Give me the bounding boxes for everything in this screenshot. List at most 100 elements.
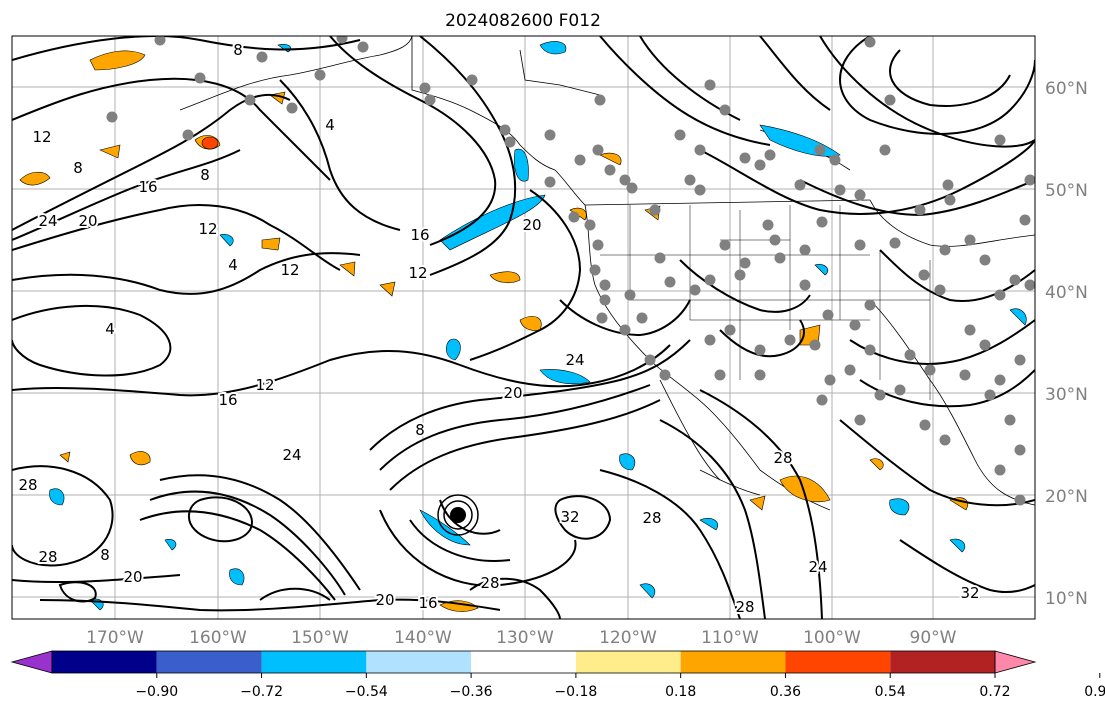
lat-label: 20°N <box>1045 487 1088 507</box>
station-marker <box>336 36 348 44</box>
contour-label: 12 <box>408 264 427 282</box>
colorbar-segment <box>890 651 995 673</box>
station-marker <box>799 279 811 291</box>
lon-label: 130°W <box>496 628 554 648</box>
colorbar-segment <box>785 651 891 673</box>
lat-label: 40°N <box>1045 283 1088 303</box>
station-marker <box>256 51 268 63</box>
station-marker <box>864 299 876 311</box>
lon-label: 100°W <box>803 628 861 648</box>
station-marker <box>599 279 611 291</box>
station-marker <box>979 339 991 351</box>
station-marker <box>596 312 608 324</box>
station-marker <box>1009 274 1021 286</box>
station-marker <box>589 264 601 276</box>
station-marker <box>626 182 638 194</box>
station-marker <box>944 194 956 206</box>
station-marker <box>1024 279 1035 291</box>
station-marker <box>959 369 971 381</box>
contour-label: 20 <box>503 384 522 402</box>
colorbar-tick-label: 0.36 <box>770 684 801 700</box>
contour-label: 28 <box>642 509 661 527</box>
station-marker <box>994 289 1006 301</box>
colorbar-ticks: −0.90 −0.72 −0.54 −0.36 −0.18 0.18 0.36 0.54 0.7… <box>135 673 1105 700</box>
station-marker <box>774 252 786 264</box>
colorbar-tick-label: 0.54 <box>875 684 906 700</box>
station-marker <box>854 239 866 251</box>
station-marker <box>664 276 676 288</box>
station-marker <box>814 144 826 156</box>
station-marker <box>619 174 631 186</box>
contour-label: 4 <box>325 116 335 134</box>
shading-strong-positive <box>201 136 219 150</box>
station-marker <box>918 269 930 281</box>
station-marker <box>544 129 556 141</box>
station-marker <box>599 294 611 306</box>
station-marker <box>754 159 766 171</box>
station-marker <box>984 389 996 401</box>
contour-label: 32 <box>960 584 979 602</box>
station-marker <box>719 239 731 251</box>
station-marker <box>1024 174 1035 186</box>
colorbar-segment <box>471 651 576 673</box>
station-marker <box>689 284 701 296</box>
contour-label: 16 <box>138 178 157 196</box>
map-panel: 12 8 24 20 16 12 4 8 4 12 16 20 24 16 12 20 8 4 8 12 8 24 28 32… <box>11 35 1036 620</box>
colorbar-tick-label: −0.72 <box>240 684 283 700</box>
station-marker <box>544 176 556 188</box>
station-marker <box>894 384 906 396</box>
station-marker <box>734 269 746 281</box>
colorbar-tick-label: 0.72 <box>979 684 1010 700</box>
station-marker <box>466 74 478 86</box>
colorbar: −0.90 −0.72 −0.54 −0.36 −0.18 0.18 0.36 0.54 0.7… <box>10 650 1105 700</box>
lon-label: 170°W <box>86 628 144 648</box>
lon-label: 120°W <box>599 628 657 648</box>
station-marker <box>884 94 896 106</box>
station-marker <box>724 324 736 336</box>
contour-label: 28 <box>480 574 499 592</box>
station-marker <box>619 324 631 336</box>
state-borders <box>600 205 931 400</box>
contour-label: 16 <box>410 226 429 244</box>
station-marker <box>504 136 516 148</box>
station-marker <box>854 414 866 426</box>
contour-label: 8 <box>100 546 110 564</box>
station-marker <box>939 244 951 256</box>
station-marker <box>769 234 781 246</box>
colorbar-segment <box>52 651 157 673</box>
station-marker <box>784 334 796 346</box>
station-marker <box>914 204 926 216</box>
station-marker <box>904 349 916 361</box>
station-marker <box>684 174 696 186</box>
lat-label: 10°N <box>1045 589 1088 609</box>
colorbar-segment <box>261 651 367 673</box>
station-marker <box>754 344 766 356</box>
station-marker <box>762 219 774 231</box>
station-marker <box>624 289 636 301</box>
station-marker <box>994 134 1006 146</box>
station-marker <box>649 204 661 216</box>
colorbar-tick-label: −0.90 <box>135 684 178 700</box>
station-marker <box>924 364 936 376</box>
station-marker <box>864 36 876 48</box>
colorbar-segment <box>680 651 786 673</box>
lon-label: 140°W <box>394 628 452 648</box>
station-marker <box>182 129 194 141</box>
contour-label: 12 <box>32 128 51 146</box>
colorbar-segment <box>366 651 472 673</box>
colorbar-frame <box>51 650 996 674</box>
station-marker <box>1014 444 1026 456</box>
station-marker <box>194 72 206 84</box>
station-marker <box>879 144 891 156</box>
colorbar-segment <box>156 651 262 673</box>
station-marker <box>654 252 666 264</box>
station-marker <box>816 394 828 406</box>
station-marker <box>592 239 604 251</box>
station-marker <box>994 374 1006 386</box>
lat-label: 60°N <box>1045 79 1088 99</box>
contour-label: 28 <box>38 548 57 566</box>
station-marker <box>942 179 954 191</box>
station-marker <box>704 334 716 346</box>
contour-label: 20 <box>522 216 541 234</box>
